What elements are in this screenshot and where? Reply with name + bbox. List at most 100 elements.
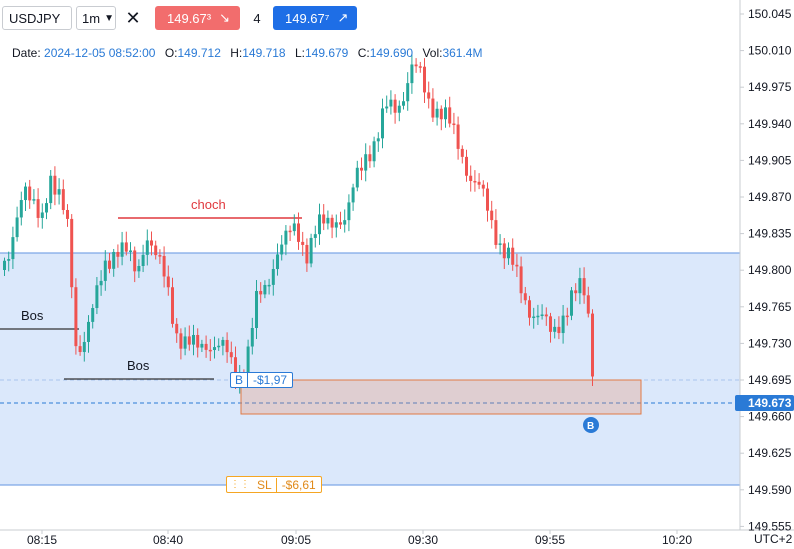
candle-body — [439, 108, 443, 120]
candle-body — [431, 98, 435, 118]
candle-body — [145, 240, 149, 255]
candle-body — [187, 336, 191, 345]
candle-body — [339, 222, 342, 225]
order-zone-box[interactable] — [240, 379, 642, 415]
candle-body — [87, 321, 90, 342]
candle-body — [250, 327, 254, 347]
candle-body — [570, 290, 573, 316]
sell-button[interactable]: 149.67³ ↘ — [155, 6, 240, 30]
candle-body — [414, 64, 418, 67]
price-tick-label: 149.835 — [748, 227, 792, 241]
candles — [3, 54, 594, 394]
candle-body — [364, 154, 368, 171]
ohlc-legend: Date: 2024-12-05 08:52:00 O:149.712 H:14… — [12, 46, 488, 60]
price-tick-label: 149.590 — [748, 483, 792, 497]
candle-body — [502, 243, 506, 259]
low-label: L: — [294, 46, 305, 60]
candle-body — [532, 316, 536, 319]
candle-body — [263, 284, 267, 295]
bos-label-2[interactable]: Bos — [127, 358, 150, 373]
zone-area — [0, 253, 740, 485]
candle-body — [267, 284, 271, 287]
candle-body — [166, 276, 170, 288]
candle-body — [410, 64, 414, 84]
candle-body — [213, 347, 216, 351]
candle-body — [162, 255, 166, 277]
timeframe-label: 1m — [82, 10, 101, 26]
price-tick-label: 149.905 — [748, 153, 792, 167]
buy-fill-marker-label: B — [587, 421, 594, 432]
candle-body — [481, 184, 485, 189]
candle-body — [385, 106, 389, 109]
candle-body — [536, 315, 540, 318]
candle-body — [402, 101, 405, 106]
stop-loss-chip[interactable]: ⋮⋮ SL -$6,61 — [226, 476, 322, 493]
candle-body — [276, 254, 279, 270]
price-axis[interactable]: 150.045 150.010 149.975 149.940 149.905 149.8… — [740, 7, 792, 533]
time-tick-label: 09:05 — [281, 533, 311, 547]
buy-order-pnl: -$1,97 — [253, 373, 288, 387]
time-tick-label: 10:20 — [662, 533, 692, 547]
candle-body — [309, 237, 313, 264]
price-tick-label: 149.800 — [748, 263, 792, 277]
candle-body — [511, 247, 515, 265]
symbol-selector[interactable]: USDJPY — [2, 6, 72, 30]
candle-body — [154, 245, 158, 256]
candle-body — [297, 223, 300, 242]
price-tick-label: 149.940 — [748, 117, 792, 131]
toolbar: USDJPY 1m ▼ ✕ 149.67³ ↘ 4 149.67⁷ ↗ — [0, 0, 740, 36]
close-button[interactable]: ✕ — [121, 6, 145, 30]
buy-button[interactable]: 149.67⁷ ↗ — [273, 6, 357, 30]
candle-body — [108, 260, 111, 269]
candle-body — [528, 300, 531, 318]
candle-body — [565, 315, 569, 318]
candle-body — [301, 241, 305, 245]
candle-body — [116, 251, 120, 257]
candle-body — [280, 244, 284, 255]
candle-body — [322, 214, 326, 224]
choch-label[interactable]: choch — [191, 197, 226, 212]
candle-body — [351, 187, 355, 203]
candle-body — [82, 341, 86, 353]
price-tick-label: 149.730 — [748, 336, 792, 350]
candle-body — [477, 181, 481, 185]
sell-price: 149.67³ — [167, 10, 212, 26]
candle-body — [53, 175, 57, 195]
bos-label-1[interactable]: Bos — [21, 308, 44, 323]
candle-body — [444, 107, 447, 120]
date-value: 2024-12-05 08:52:00 — [44, 46, 156, 60]
candle-body — [95, 285, 99, 309]
timezone-label[interactable]: UTC+2 — [754, 532, 793, 546]
buy-price: 149.67⁷ — [285, 10, 330, 26]
candle-body — [221, 339, 225, 346]
buy-order-chip[interactable]: B -$1,97 — [230, 372, 294, 388]
candle-body — [376, 138, 380, 142]
current-price-badge — [735, 395, 794, 411]
candle-body — [49, 175, 53, 204]
candle-body — [418, 66, 422, 68]
candle-body — [549, 316, 552, 332]
candle-body — [45, 203, 48, 213]
quantity-field[interactable]: 4 — [246, 6, 268, 30]
price-tick-label: 150.010 — [748, 44, 792, 58]
symbol-label: USDJPY — [9, 10, 61, 26]
timeframe-selector[interactable]: 1m ▼ — [76, 6, 116, 30]
drag-handle-icon[interactable]: ⋮⋮ — [230, 479, 250, 490]
candle-body — [150, 240, 153, 246]
stop-loss-pnl: -$6,61 — [281, 477, 316, 492]
candle-body — [112, 251, 116, 269]
candle-body — [120, 242, 124, 257]
candle-body — [57, 189, 61, 195]
candle-body — [494, 220, 498, 245]
time-tick-label: 09:30 — [408, 533, 438, 547]
candle-body — [284, 230, 288, 245]
time-axis[interactable]: 08:15 08:40 09:05 09:30 09:55 10:20 — [27, 530, 692, 547]
current-price-label: 149.673 — [748, 396, 792, 410]
candle-body — [469, 175, 473, 181]
buy-fill-marker[interactable] — [583, 417, 599, 433]
buy-order-tag: B — [231, 373, 249, 387]
quantity-value: 4 — [253, 10, 261, 26]
candle-body — [448, 107, 452, 124]
candle-body — [271, 269, 275, 285]
